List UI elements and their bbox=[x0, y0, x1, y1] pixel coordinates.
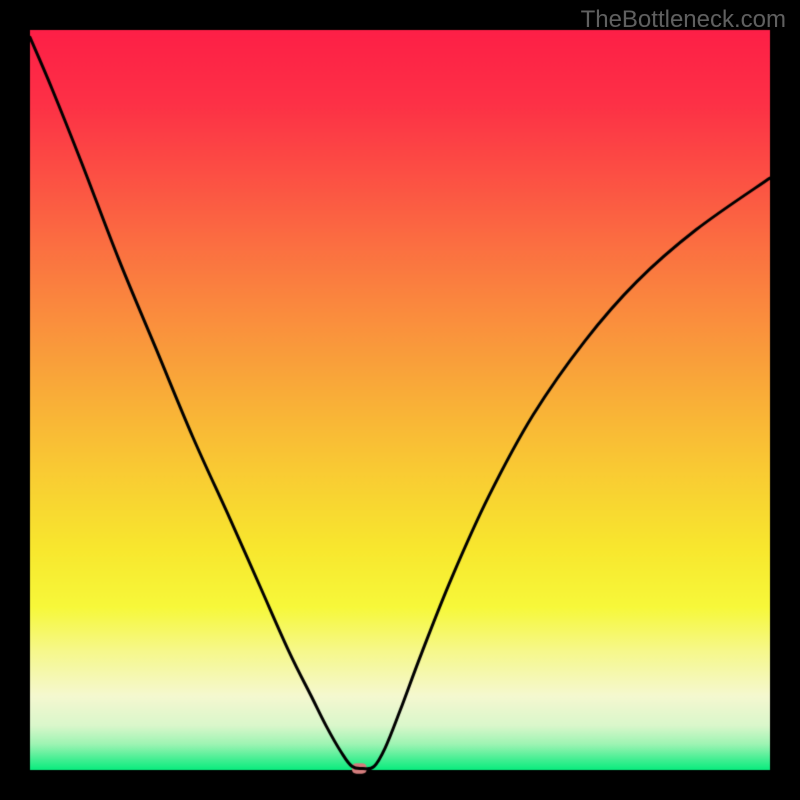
chart-container: TheBottleneck.com bbox=[0, 0, 800, 800]
bottleneck-chart bbox=[0, 0, 800, 800]
